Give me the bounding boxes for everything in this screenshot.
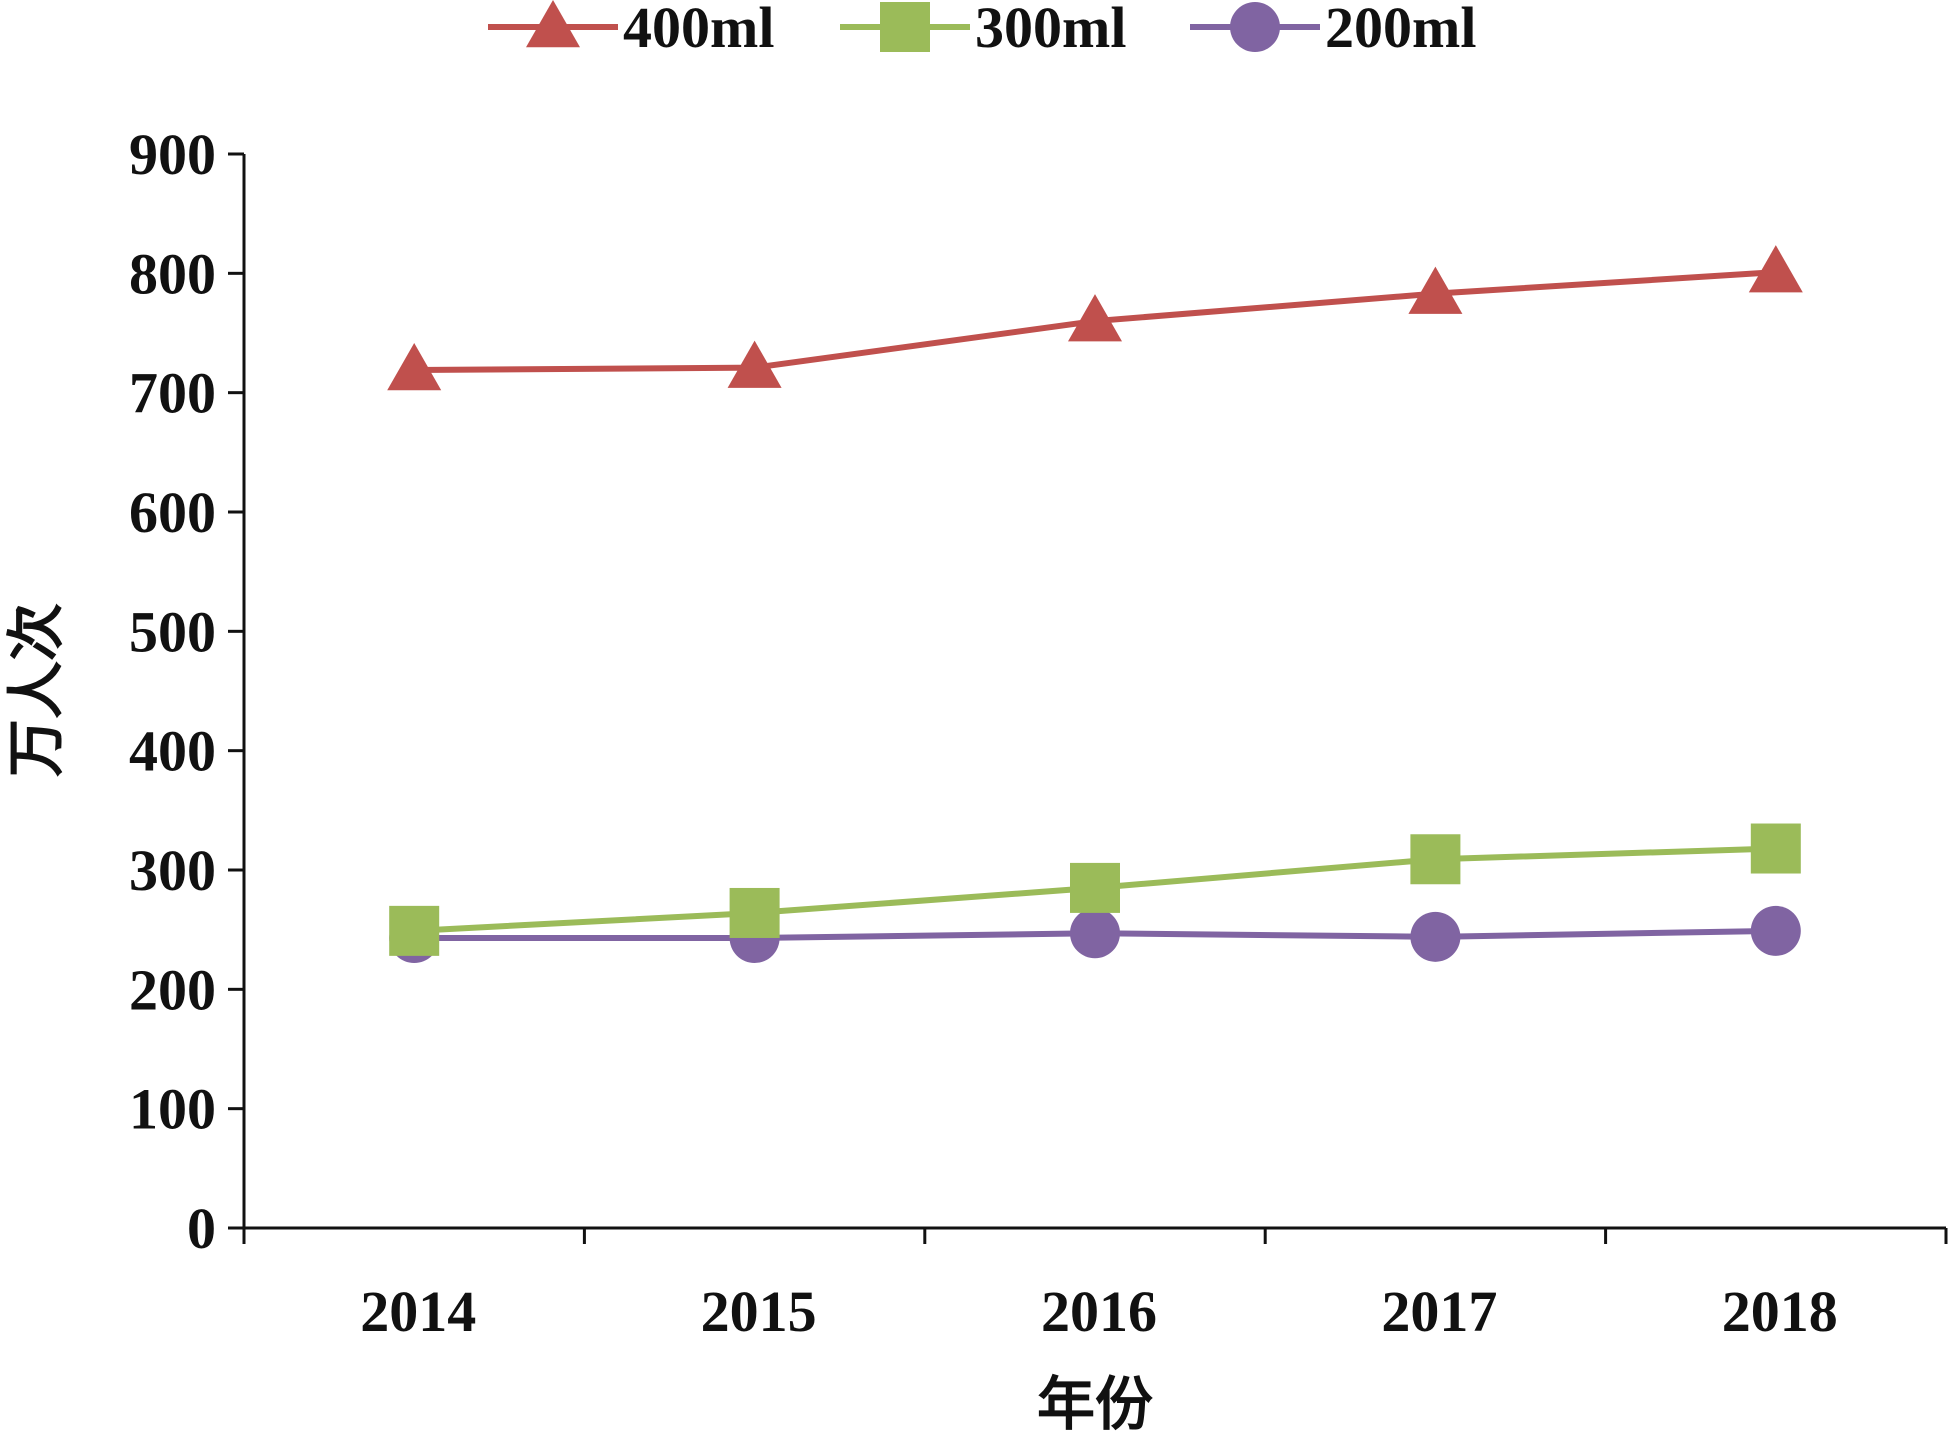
data-point-300ml	[1410, 834, 1461, 885]
legend-item-400ml: 400ml	[488, 0, 774, 60]
legend-label: 200ml	[1325, 0, 1476, 60]
legend: 400ml 300ml 200ml	[488, 0, 1476, 60]
x-tick-label: 2018	[1722, 1279, 1838, 1344]
legend-item-300ml: 300ml	[840, 0, 1126, 60]
x-tick-label: 2015	[701, 1279, 817, 1344]
legend-label: 300ml	[975, 0, 1126, 60]
y-tick-label: 400	[129, 719, 216, 784]
legend-marker-square	[880, 2, 930, 52]
legend-marker-triangle	[526, 0, 580, 48]
data-point-300ml	[1070, 862, 1120, 913]
series-400ml	[387, 245, 1803, 391]
y-tick-label: 300	[129, 838, 216, 903]
y-tick-label: 900	[129, 122, 216, 187]
axes: 0 100 200 300 400 500 600 700 800 900 2014 2015 2016…	[129, 122, 1948, 1344]
data-point-400ml	[1408, 266, 1463, 314]
data-point-400ml	[387, 342, 442, 391]
y-tick-label: 600	[129, 480, 216, 545]
data-point-400ml	[727, 340, 782, 388]
y-tick-label: 0	[187, 1196, 216, 1261]
series-300ml	[389, 823, 1801, 956]
x-tick-label: 2014	[360, 1279, 476, 1344]
y-tick-label: 200	[129, 957, 216, 1022]
x-axis-title: 年份	[1037, 1372, 1153, 1435]
y-tick-label: 100	[129, 1077, 216, 1142]
series-200ml	[389, 905, 1801, 964]
data-point-200ml	[1410, 911, 1461, 962]
legend-item-200ml: 200ml	[1190, 0, 1476, 60]
series-layer	[387, 245, 1803, 964]
y-axis-title: 万人次	[4, 603, 69, 777]
data-point-300ml	[1750, 823, 1801, 874]
y-tick-label: 500	[129, 599, 216, 664]
legend-label: 400ml	[623, 0, 774, 60]
data-point-300ml	[729, 887, 780, 938]
x-tick-label: 2016	[1041, 1279, 1157, 1344]
data-point-300ml	[389, 905, 440, 956]
data-point-200ml	[1070, 908, 1120, 959]
x-tick-label: 2017	[1381, 1279, 1497, 1344]
data-point-400ml	[1068, 294, 1122, 342]
data-point-400ml	[1748, 245, 1803, 293]
y-tick-label: 700	[129, 361, 216, 426]
y-tick-label: 800	[129, 241, 216, 306]
legend-marker-circle	[1230, 2, 1280, 52]
data-point-200ml	[1750, 905, 1801, 956]
